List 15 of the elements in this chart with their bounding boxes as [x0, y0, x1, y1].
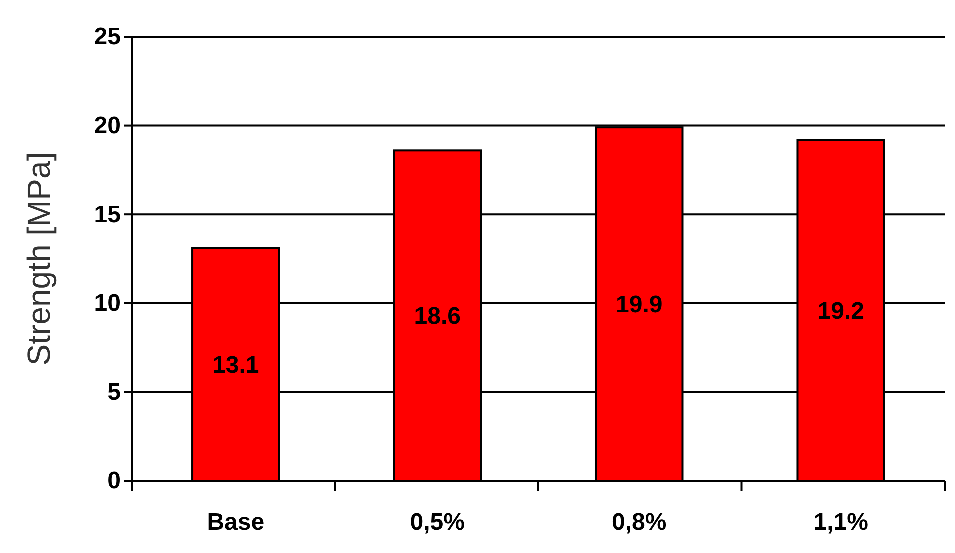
data-label: 13.1 [212, 352, 260, 380]
x-tick-label: 0,5% [410, 509, 465, 536]
y-tick-label: 10 [94, 290, 121, 318]
data-label: 18.6 [414, 303, 461, 330]
data-label: 19.9 [616, 292, 663, 319]
x-tick-label: 0,8% [612, 509, 667, 536]
y-tick-label: 5 [108, 378, 121, 406]
data-label: 19.2 [818, 298, 864, 325]
y-tick-label: 25 [94, 24, 121, 51]
y-tick-label: 0 [108, 468, 121, 495]
x-tick-label: 1,1% [814, 509, 868, 536]
y-tick-label: 15 [94, 201, 121, 228]
x-tick-label: Base [207, 509, 265, 536]
y-axis-title: Strength [MPa] [21, 152, 57, 366]
y-tick-label: 20 [94, 112, 121, 140]
